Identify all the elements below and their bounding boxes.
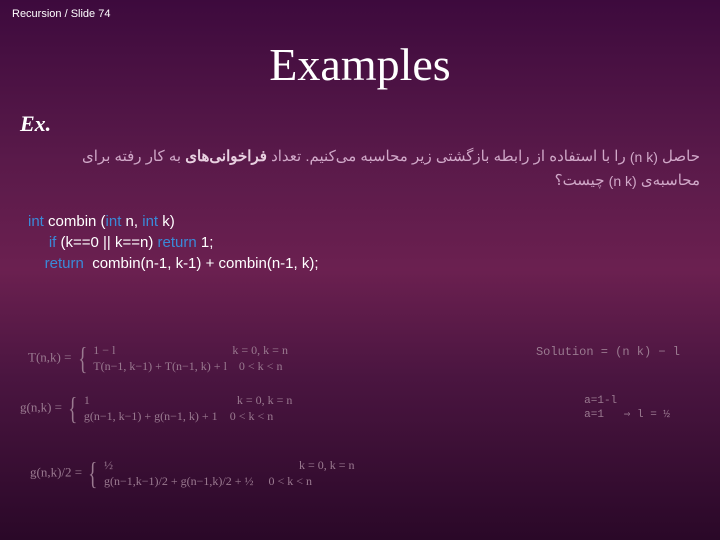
kw-int-2: int [106, 213, 122, 230]
h-cases: ½ k = 0, k = n g(n−1,k−1)/2 + g(n−1,k)/2… [104, 458, 355, 489]
p1-end: به کار رفته برای [82, 148, 185, 165]
a-arrow: ⇒ l = ½ [624, 409, 670, 421]
h-c2: g(n−1,k−1)/2 + g(n−1,k)/2 + ½ [104, 474, 254, 488]
p2-before: محاسبه‌ی [637, 172, 700, 189]
slide-title: Examples [0, 38, 720, 91]
code-line-2: if (k==0 || k==n) return 1; [28, 232, 720, 253]
g-cases: 1 k = 0, k = n g(n−1, k−1) + g(n−1, k) +… [84, 393, 293, 424]
p1-after: را با استفاده از رابطه بازگشتی زیر محاسب… [267, 148, 630, 165]
binom-2: (n k) [609, 170, 637, 192]
t5: 1; [197, 234, 214, 251]
kw-return-1: return [158, 234, 197, 251]
ex-text: Ex. [20, 111, 51, 136]
h-lhs: g(n,k)/2 = [30, 464, 85, 479]
example-label: Ex. [20, 111, 720, 137]
math-h: g(n,k)/2 = { ½ k = 0, k = n g(n−1,k−1)/2… [30, 455, 355, 492]
g-lhs: g(n,k) = [20, 399, 65, 414]
code-line-3: return combin(n-1, k-1) + combin(n-1, k)… [28, 253, 720, 274]
kw-if: if [28, 234, 56, 251]
a2: a=1 [584, 409, 604, 421]
h-c1: ½ [104, 458, 113, 472]
math-a: a=1-l a=1 ⇒ l = ½ [584, 395, 670, 421]
t2: n, [121, 213, 142, 230]
math-g: g(n,k) = { 1 k = 0, k = n g(n−1, k−1) + … [20, 390, 292, 427]
binom-1: (n k) [630, 146, 658, 168]
h-c1c: k = 0, k = n [299, 458, 355, 472]
persian-line-1: حاصل (n k) را با استفاده از رابطه بازگشت… [0, 145, 720, 169]
t3: k) [158, 213, 175, 230]
persian-line-2: محاسبه‌ی (n k) چیست؟ [0, 169, 720, 193]
g-c1c: k = 0, k = n [237, 393, 293, 407]
title-text: Examples [269, 39, 450, 90]
code-block: int combin (int n, int k) if (k==0 || k=… [28, 211, 720, 274]
math-solution: Solution = (n k) − l [536, 345, 680, 359]
t-c1c: k = 0, k = n [232, 343, 288, 357]
p1-bold: فراخوانی‌های [185, 148, 267, 165]
a1: a=1-l [584, 395, 670, 407]
g-c2: g(n−1, k−1) + g(n−1, k) + 1 [84, 409, 218, 423]
header-text: Recursion / Slide 74 [12, 8, 110, 20]
kw-return-2: return [28, 255, 88, 272]
brace-1: { [78, 340, 87, 377]
math-T: T(n,k) = { 1 − l k = 0, k = n T(n−1, k−1… [28, 340, 288, 377]
t-cases: 1 − l k = 0, k = n T(n−1, k−1) + T(n−1, … [93, 343, 288, 374]
t6: combin(n-1, k-1) + combin(n-1, k); [88, 255, 319, 272]
slide-header: Recursion / Slide 74 [0, 0, 720, 28]
h-c2c: 0 < k < n [268, 474, 312, 488]
g-c2c: 0 < k < n [230, 409, 274, 423]
t-c2c: 0 < k < n [239, 359, 283, 373]
sol-text: Solution = (n k) − l [536, 345, 680, 359]
t-lhs: T(n,k) = [28, 349, 75, 364]
brace-2: { [68, 390, 77, 427]
g-c1: 1 [84, 393, 90, 407]
t1: combin ( [44, 213, 106, 230]
brace-3: { [88, 455, 97, 492]
t4: (k==0 || k==n) [56, 234, 157, 251]
t-c1: 1 − l [93, 343, 115, 357]
kw-int-3: int [142, 213, 158, 230]
kw-int-1: int [28, 213, 44, 230]
p2-end: چیست؟ [555, 172, 609, 189]
code-line-1: int combin (int n, int k) [28, 211, 720, 232]
t-c2: T(n−1, k−1) + T(n−1, k) + l [93, 359, 227, 373]
p1-before: حاصل [658, 148, 700, 165]
